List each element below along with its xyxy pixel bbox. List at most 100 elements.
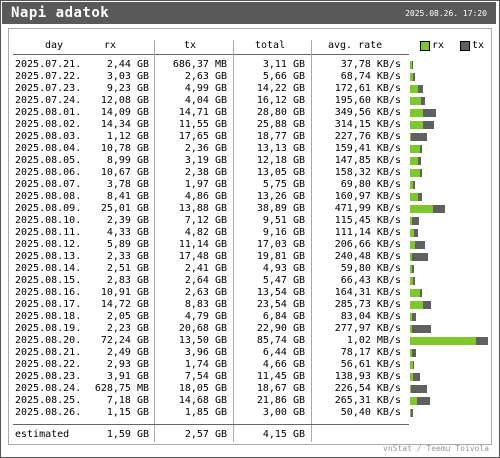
rx-cell: 14,72 GB bbox=[100, 299, 149, 310]
table-row: 2025.07.21. 2,44 GB 686,37 MB 3,11 GB 37,78 … bbox=[0, 59, 500, 71]
tx-cell: 4,86 GB bbox=[184, 191, 227, 202]
avg-rate-cell: 78,17 KB/s bbox=[340, 347, 401, 358]
avg-rate-cell: 159,41 KB/s bbox=[334, 143, 401, 154]
total-cell: 13,13 GB bbox=[256, 143, 305, 154]
rx-bar bbox=[410, 397, 417, 405]
total-cell: 13,05 GB bbox=[256, 167, 305, 178]
column-separator bbox=[154, 40, 155, 442]
tx-bar bbox=[411, 133, 427, 141]
rx-bar bbox=[410, 301, 423, 309]
day-cell: 2025.08.25. bbox=[15, 395, 82, 406]
rx-bar bbox=[410, 73, 413, 81]
tx-cell: 1,74 GB bbox=[184, 359, 227, 370]
rx-cell: 25,01 GB bbox=[100, 203, 149, 214]
rx-bar bbox=[410, 265, 412, 273]
rx-cell: 3,03 GB bbox=[106, 71, 149, 82]
table-row: 2025.08.02. 14,34 GB 11,55 GB 25,88 GB 314,1… bbox=[0, 119, 500, 131]
tx-cell: 20,68 GB bbox=[178, 323, 227, 334]
total-cell: 3,11 GB bbox=[262, 59, 305, 70]
tx-cell: 4,04 GB bbox=[184, 95, 227, 106]
table-row: 2025.08.17. 14,72 GB 8,83 GB 23,54 GB 285,73… bbox=[0, 299, 500, 311]
total-cell: 6,84 GB bbox=[262, 311, 305, 322]
estimated-rx: 1,59 GB bbox=[106, 429, 149, 440]
rx-bar bbox=[410, 361, 413, 369]
tx-cell: 4,82 GB bbox=[184, 227, 227, 238]
avg-rate-cell: 164,31 KB/s bbox=[334, 287, 401, 298]
avg-rate-cell: 147,85 KB/s bbox=[334, 155, 401, 166]
table-row: 2025.07.22. 3,03 GB 2,63 GB 5,66 GB 68,74 KB… bbox=[0, 71, 500, 83]
total-cell: 4,93 GB bbox=[262, 263, 305, 274]
rx-cell: 2,49 GB bbox=[106, 347, 149, 358]
total-cell: 18,77 GB bbox=[256, 131, 305, 142]
tx-bar bbox=[421, 97, 425, 105]
tx-bar bbox=[420, 145, 422, 153]
tx-bar bbox=[412, 349, 416, 357]
table-row: 2025.08.03. 1,12 GB 17,65 GB 18,77 GB 227,76… bbox=[0, 131, 500, 143]
avg-rate-cell: 314,15 KB/s bbox=[334, 119, 401, 130]
total-cell: 4,66 GB bbox=[262, 359, 305, 370]
tx-cell: 4,99 GB bbox=[184, 83, 227, 94]
rx-cell: 2,05 GB bbox=[106, 311, 149, 322]
column-header-rx: rx bbox=[104, 40, 117, 51]
total-cell: 5,75 GB bbox=[262, 179, 305, 190]
rx-bar bbox=[410, 277, 413, 285]
rx-cell: 72,24 GB bbox=[100, 335, 149, 346]
tx-cell: 14,71 GB bbox=[178, 107, 227, 118]
avg-rate-cell: 226,54 KB/s bbox=[334, 383, 401, 394]
legend-rx-swatch bbox=[420, 41, 430, 51]
table-row: 2025.08.22. 2,93 GB 1,74 GB 4,66 GB 56,61 KB… bbox=[0, 359, 500, 371]
total-cell: 28,80 GB bbox=[256, 107, 305, 118]
total-cell: 25,88 GB bbox=[256, 119, 305, 130]
rx-bar bbox=[410, 61, 412, 69]
total-cell: 16,12 GB bbox=[256, 95, 305, 106]
rx-bar bbox=[410, 157, 418, 165]
total-cell: 21,86 GB bbox=[256, 395, 305, 406]
table-row: 2025.08.18. 2,05 GB 4,79 GB 6,84 GB 83,04 KB… bbox=[0, 311, 500, 323]
day-cell: 2025.08.13. bbox=[15, 251, 82, 262]
rx-cell: 3,78 GB bbox=[106, 179, 149, 190]
tx-cell: 7,54 GB bbox=[184, 371, 227, 382]
table-row: 2025.08.01. 14,09 GB 14,71 GB 28,80 GB 349,5… bbox=[0, 107, 500, 119]
rx-cell: 2,51 GB bbox=[106, 263, 149, 274]
avg-rate-cell: 56,61 KB/s bbox=[340, 359, 401, 370]
tx-bar bbox=[420, 289, 422, 297]
column-separator bbox=[233, 40, 234, 442]
generated-datetime: 2025.08.26. 17:20 bbox=[405, 9, 487, 18]
tx-cell: 17,48 GB bbox=[178, 251, 227, 262]
rx-bar bbox=[410, 325, 412, 333]
rx-cell: 9,23 GB bbox=[106, 83, 149, 94]
tx-bar bbox=[423, 121, 434, 129]
column-separator bbox=[311, 40, 312, 442]
rx-cell: 2,93 GB bbox=[106, 359, 149, 370]
day-cell: 2025.08.09. bbox=[15, 203, 82, 214]
tx-cell: 2,36 GB bbox=[184, 143, 227, 154]
table-row: 2025.08.26. 1,15 GB 1,85 GB 3,00 GB 50,40 KB… bbox=[0, 407, 500, 419]
tx-cell: 8,83 GB bbox=[184, 299, 227, 310]
avg-rate-cell: 37,78 KB/s bbox=[340, 59, 401, 70]
avg-rate-cell: 471,99 KB/s bbox=[334, 203, 401, 214]
table-row: 2025.08.09. 25,01 GB 13,88 GB 38,89 GB 471,9… bbox=[0, 203, 500, 215]
table-row: 2025.08.08. 8,41 GB 4,86 GB 13,26 GB 160,97 … bbox=[0, 191, 500, 203]
tx-bar bbox=[433, 205, 445, 213]
rx-bar bbox=[410, 205, 433, 213]
day-cell: 2025.08.02. bbox=[15, 119, 82, 130]
total-cell: 19,81 GB bbox=[256, 251, 305, 262]
rx-cell: 1,15 GB bbox=[106, 407, 149, 418]
avg-rate-cell: 349,56 KB/s bbox=[334, 107, 401, 118]
avg-rate-cell: 83,04 KB/s bbox=[340, 311, 401, 322]
table-row: 2025.08.06. 10,67 GB 2,38 GB 13,05 GB 158,32… bbox=[0, 167, 500, 179]
table-row: 2025.08.23. 3,91 GB 7,54 GB 11,45 GB 138,93 … bbox=[0, 371, 500, 383]
rx-bar bbox=[410, 337, 476, 345]
tx-bar bbox=[413, 181, 415, 189]
rx-bar bbox=[410, 241, 415, 249]
tx-bar bbox=[476, 337, 488, 345]
day-cell: 2025.08.21. bbox=[15, 347, 82, 358]
rx-cell: 10,67 GB bbox=[100, 167, 149, 178]
rx-cell: 2,44 GB bbox=[106, 59, 149, 70]
table-row: 2025.08.14. 2,51 GB 2,41 GB 4,93 GB 59,80 KB… bbox=[0, 263, 500, 275]
tx-bar bbox=[412, 325, 431, 333]
tx-bar bbox=[420, 169, 422, 177]
tx-bar bbox=[412, 61, 413, 69]
total-cell: 23,54 GB bbox=[256, 299, 305, 310]
tx-bar bbox=[412, 217, 419, 225]
